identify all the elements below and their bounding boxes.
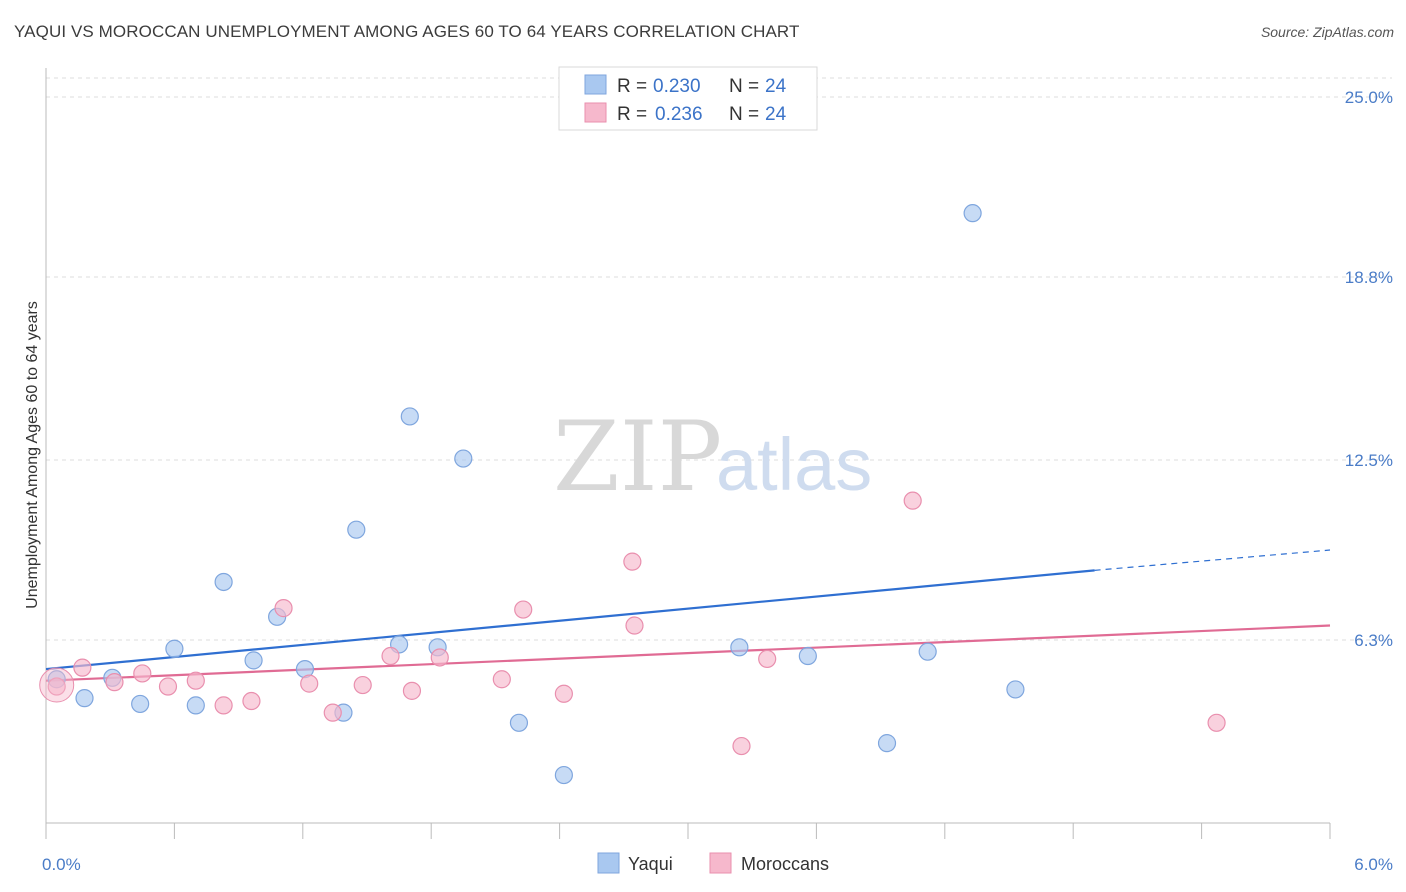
x-tick-labels: 0.0% 6.0% — [42, 855, 1393, 874]
point-moroccans-16 — [514, 600, 533, 619]
point-moroccans-7 — [242, 691, 261, 711]
point-yaqui-5 — [186, 696, 205, 715]
point-yaqui-4 — [165, 639, 184, 658]
point-yaqui-1 — [75, 689, 94, 708]
point-cluster-origin — [39, 667, 75, 703]
point-yaqui-3 — [131, 694, 150, 714]
legend-r-label-yaqui: R = — [617, 76, 647, 97]
bottom-legend-swatch-moroccans — [709, 852, 732, 874]
point-yaqui-22 — [963, 204, 982, 223]
point-moroccans-14 — [430, 648, 449, 667]
legend-r-label-moroccans: R = — [617, 104, 647, 125]
gridlines — [46, 77, 1392, 641]
trend-line-yaqui — [45, 569, 1095, 671]
axes — [45, 68, 1331, 839]
trend-line-moroccans — [45, 624, 1331, 682]
point-moroccans-21 — [758, 649, 777, 669]
point-moroccans-4 — [158, 677, 178, 696]
legend-n-label-yaqui: N = — [729, 76, 759, 97]
point-yaqui-20 — [877, 734, 897, 753]
point-moroccans-17 — [554, 684, 573, 703]
source-label: Source: ZipAtlas.com — [1260, 24, 1394, 40]
y-tick-label-0: 6.3% — [1354, 631, 1393, 650]
bottom-legend: Yaqui Moroccans — [597, 852, 829, 874]
point-moroccans-10 — [323, 703, 342, 722]
point-moroccans-0 — [47, 677, 66, 696]
point-yaqui-7 — [244, 651, 263, 670]
point-yaqui-23 — [1006, 680, 1025, 699]
point-moroccans-15 — [492, 670, 511, 689]
watermark-zip: ZIP — [553, 401, 722, 513]
legend-n-label-moroccans: N = — [729, 104, 759, 125]
y-tick-label-2: 18.8% — [1345, 268, 1393, 287]
point-moroccans-23 — [1207, 713, 1226, 732]
point-moroccans-6 — [214, 696, 233, 715]
point-moroccans-2 — [105, 673, 124, 692]
point-yaqui-6 — [214, 572, 233, 592]
point-yaqui-21 — [918, 642, 937, 661]
point-moroccans-22 — [903, 491, 922, 510]
point-moroccans-19 — [623, 552, 642, 571]
y-tick-labels: 6.3% 12.5% 18.8% 25.0% — [1345, 88, 1393, 650]
point-yaqui-11 — [347, 520, 366, 539]
point-yaqui-17 — [554, 765, 573, 785]
legend-n-value-moroccans: 24 — [765, 104, 787, 125]
point-moroccans-9 — [300, 674, 319, 693]
chart-title: YAQUI VS MOROCCAN UNEMPLOYMENT AMONG AGE… — [14, 22, 800, 41]
point-moroccans-13 — [402, 681, 422, 700]
legend-swatch-moroccans — [584, 102, 607, 123]
legend-box: R = 0.230 N = 24 R = 0.236 N = 24 — [558, 66, 818, 131]
point-yaqui-13 — [400, 407, 419, 426]
point-moroccans-11 — [353, 675, 372, 695]
point-yaqui-19 — [798, 646, 817, 666]
data-points — [39, 204, 1226, 785]
y-tick-label-1: 12.5% — [1345, 451, 1393, 470]
trend-lines — [45, 549, 1331, 682]
point-moroccans-12 — [381, 646, 400, 666]
y-tick-label-3: 25.0% — [1345, 88, 1393, 107]
point-yaqui-18 — [730, 638, 749, 657]
x-tick-label-1: 6.0% — [1354, 855, 1393, 874]
x-tick-label-0: 0.0% — [42, 855, 81, 874]
point-yaqui-15 — [454, 449, 473, 468]
point-moroccans-8 — [274, 599, 293, 618]
point-moroccans-18 — [625, 616, 644, 635]
point-moroccans-3 — [133, 664, 152, 683]
y-axis-label: Unemployment Among Ages 60 to 64 years — [24, 301, 41, 609]
bottom-legend-label-yaqui: Yaqui — [628, 854, 673, 874]
legend-n-value-yaqui: 24 — [765, 76, 787, 97]
legend-r-value-yaqui: 0.230 — [653, 76, 701, 97]
bottom-legend-label-moroccans: Moroccans — [741, 854, 829, 874]
point-moroccans-20 — [732, 736, 751, 756]
legend-r-value-moroccans: 0.236 — [655, 104, 703, 125]
legend-swatch-yaqui — [584, 74, 607, 95]
bottom-legend-swatch-yaqui — [597, 852, 620, 874]
point-moroccans-5 — [186, 671, 205, 690]
point-moroccans-1 — [73, 658, 92, 677]
point-yaqui-16 — [509, 713, 529, 732]
trend-line-extension-yaqui — [1094, 549, 1331, 571]
watermark-atlas: atlas — [716, 423, 872, 506]
